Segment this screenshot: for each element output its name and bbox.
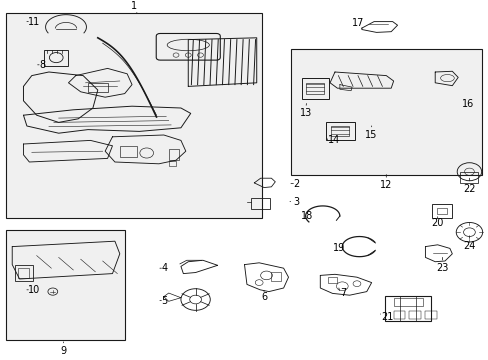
Text: 3: 3 — [293, 197, 299, 207]
Bar — [431, 204, 451, 218]
Text: 13: 13 — [299, 108, 311, 118]
Bar — [424, 311, 436, 319]
Bar — [393, 311, 405, 319]
Bar — [327, 277, 337, 283]
Text: 17: 17 — [351, 18, 364, 28]
Text: 7: 7 — [339, 288, 346, 298]
Text: 14: 14 — [327, 135, 339, 145]
Bar — [290, 49, 481, 175]
Bar — [384, 296, 430, 321]
Bar — [6, 230, 124, 340]
Bar — [408, 311, 420, 319]
Bar — [271, 272, 281, 281]
Bar — [120, 146, 137, 157]
Text: 12: 12 — [379, 180, 392, 190]
Bar — [6, 13, 261, 218]
Text: 15: 15 — [365, 130, 377, 140]
Bar — [44, 50, 68, 66]
Bar — [168, 149, 179, 160]
Text: 22: 22 — [462, 184, 475, 194]
Text: 23: 23 — [435, 263, 448, 273]
Bar — [330, 126, 348, 136]
Text: 8: 8 — [39, 60, 45, 70]
Text: 10: 10 — [28, 285, 41, 295]
Text: 2: 2 — [293, 179, 299, 189]
Bar — [15, 265, 33, 281]
Bar — [168, 161, 175, 166]
Text: 18: 18 — [300, 211, 312, 221]
Bar — [436, 208, 447, 214]
Text: 16: 16 — [461, 99, 473, 109]
Text: 1: 1 — [131, 1, 137, 11]
Bar — [325, 122, 354, 140]
Text: 19: 19 — [332, 243, 344, 253]
Bar — [301, 78, 328, 99]
Text: 6: 6 — [261, 292, 266, 302]
Text: 21: 21 — [381, 312, 393, 322]
Text: 5: 5 — [161, 296, 167, 306]
Text: 11: 11 — [28, 17, 41, 27]
Bar — [251, 198, 269, 209]
Bar — [88, 83, 107, 92]
Bar — [459, 172, 477, 183]
Text: 24: 24 — [462, 241, 475, 251]
Text: 9: 9 — [61, 346, 66, 356]
Bar — [18, 268, 29, 278]
Bar — [305, 83, 324, 94]
Bar — [393, 298, 422, 306]
Text: 4: 4 — [161, 263, 167, 273]
Text: 20: 20 — [430, 218, 443, 228]
